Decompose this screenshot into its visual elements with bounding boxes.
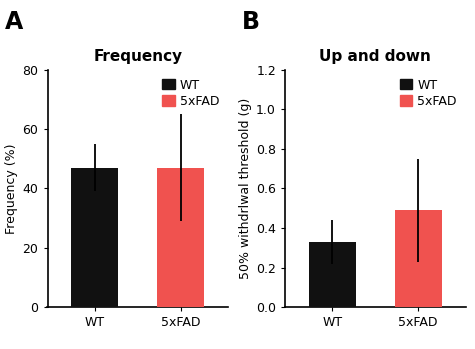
Bar (71, 168, 118, 307)
Y-axis label: Frequency (%): Frequency (%) (5, 143, 19, 234)
Title: Up and down: Up and down (319, 50, 431, 65)
Bar (395, 210, 442, 307)
Text: A: A (5, 10, 23, 35)
Title: Frequency: Frequency (93, 50, 182, 65)
Bar (157, 168, 204, 307)
Legend: WT, 5xFAD: WT, 5xFAD (160, 76, 222, 110)
Text: B: B (242, 10, 260, 35)
Bar (309, 242, 356, 307)
Legend: WT, 5xFAD: WT, 5xFAD (397, 76, 459, 110)
Y-axis label: 50% withdrlwal threshold (g): 50% withdrlwal threshold (g) (239, 98, 252, 279)
